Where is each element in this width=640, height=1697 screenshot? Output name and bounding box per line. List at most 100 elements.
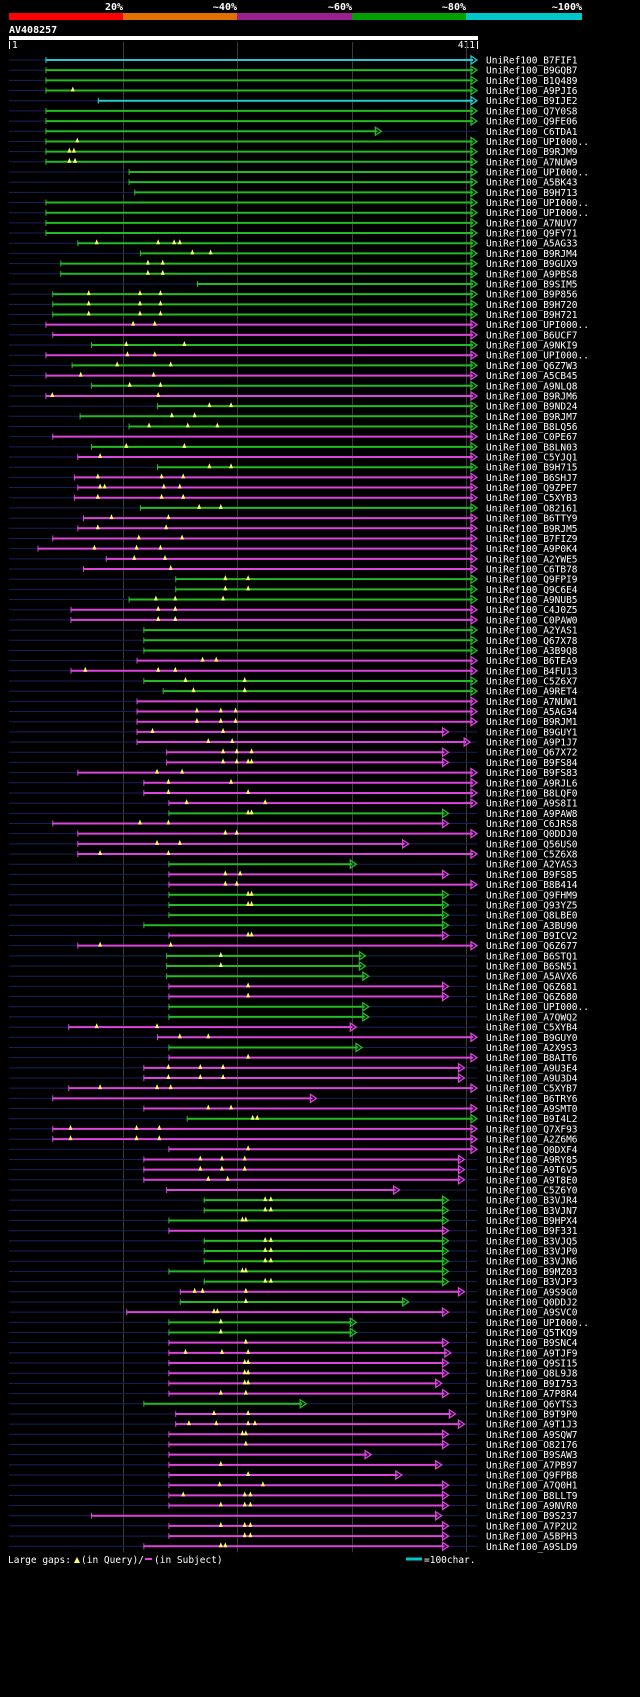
hit-row[interactable]: UniRef100_B3VJN6 — [9, 1256, 578, 1268]
hit-row[interactable]: UniRef100_B1Q489 — [9, 75, 578, 87]
hit-row[interactable]: UniRef100_B9RJM1 — [9, 716, 578, 728]
hit-label[interactable]: UniRef100_A9T1J3 — [486, 1420, 578, 1431]
hit-label[interactable]: UniRef100_Q6Z680 — [486, 992, 578, 1003]
hit-label[interactable]: UniRef100_A9U3D4 — [486, 1074, 578, 1085]
hit-row[interactable]: UniRef100_A9SLD9 — [9, 1541, 578, 1553]
hit-row[interactable]: UniRef100_A9S8I1 — [9, 797, 578, 810]
hit-row[interactable]: UniRef100_UPI000.. — [9, 1317, 589, 1329]
hit-row[interactable]: UniRef100_A2YWE5 — [9, 553, 578, 565]
hit-label[interactable]: UniRef100_UPI000.. — [486, 208, 589, 219]
hit-label[interactable]: UniRef100_A9T6V5 — [486, 1165, 578, 1176]
hit-label[interactable]: UniRef100_A3B9Q8 — [486, 646, 578, 657]
hit-label[interactable]: UniRef100_C5Z6Y0 — [486, 1185, 578, 1196]
hit-label[interactable]: UniRef100_A9SVC0 — [486, 1308, 578, 1319]
hit-row[interactable]: UniRef100_C6TB78 — [9, 563, 578, 576]
hit-row[interactable]: UniRef100_Q9FHM9 — [9, 889, 578, 901]
hit-row[interactable]: UniRef100_A2YAS3 — [9, 859, 578, 871]
hit-row[interactable]: UniRef100_B6TEA9 — [9, 655, 578, 667]
hit-label[interactable]: UniRef100_A5AG33 — [486, 239, 578, 250]
hit-label[interactable]: UniRef100_A7P8R4 — [486, 1389, 578, 1400]
hit-row[interactable]: UniRef100_B3VJQ5 — [9, 1235, 578, 1247]
hit-label[interactable]: UniRef100_B3VJP0 — [486, 1247, 578, 1258]
hit-label[interactable]: UniRef100_A2YAS3 — [486, 860, 578, 871]
hit-label[interactable]: UniRef100_B6TTY9 — [486, 514, 578, 525]
hit-label[interactable]: UniRef100_A2YWE5 — [486, 554, 578, 565]
hit-row[interactable]: UniRef100_Q6Z681 — [9, 981, 578, 993]
hit-label[interactable]: UniRef100_Q93YZ5 — [486, 900, 578, 911]
hit-label[interactable]: UniRef100_A9S8I1 — [486, 799, 578, 810]
hit-label[interactable]: UniRef100_Q9ZPE7 — [486, 483, 578, 494]
hit-label[interactable]: UniRef100_A9U3E4 — [486, 1063, 578, 1074]
hit-label[interactable]: UniRef100_A9PBS8 — [486, 269, 578, 280]
hit-label[interactable]: UniRef100_Q5TKQ9 — [486, 1328, 578, 1339]
hit-label[interactable]: UniRef100_C4J0Z5 — [486, 605, 578, 616]
hit-row[interactable]: UniRef100_B9GUY0 — [9, 1032, 578, 1044]
hit-row[interactable]: UniRef100_B9GUX9 — [9, 258, 578, 270]
hit-row[interactable]: UniRef100_C4J0Z5 — [9, 604, 578, 616]
hit-row[interactable]: UniRef100_A9SVC0 — [9, 1306, 578, 1319]
hit-row[interactable]: UniRef100_B4FU13 — [9, 665, 578, 677]
hit-label[interactable]: UniRef100_Q8L9J8 — [486, 1369, 578, 1380]
hit-label[interactable]: UniRef100_Q9FPI9 — [486, 575, 578, 586]
hit-row[interactable]: UniRef100_Q9FPB8 — [9, 1469, 578, 1482]
hit-row[interactable]: UniRef100_B6STQ1 — [9, 950, 578, 962]
hit-row[interactable]: UniRef100_Q93YZ5 — [9, 899, 578, 911]
hit-row[interactable]: UniRef100_Q67X72 — [9, 747, 578, 759]
hit-label[interactable]: UniRef100_B1Q489 — [486, 76, 578, 87]
hit-row[interactable]: UniRef100_B9IJE2 — [9, 95, 578, 107]
hit-row[interactable]: UniRef100_B6TTY9 — [9, 512, 578, 525]
hit-row[interactable]: UniRef100_B8LQ56 — [9, 421, 578, 433]
hit-row[interactable]: UniRef100_Q7Y0S8 — [9, 105, 578, 117]
hit-label[interactable]: UniRef100_O82176 — [486, 1440, 578, 1451]
hit-row[interactable]: UniRef100_B9FS84 — [9, 757, 578, 769]
hit-row[interactable]: UniRef100_A9T6V5 — [9, 1164, 578, 1176]
hit-row[interactable]: UniRef100_B9MZ03 — [9, 1266, 578, 1278]
hit-label[interactable]: UniRef100_A9SQW7 — [486, 1430, 578, 1441]
hit-row[interactable]: UniRef100_A9RET4 — [9, 685, 578, 698]
hit-label[interactable]: UniRef100_B9SIM5 — [486, 279, 578, 290]
hit-label[interactable]: UniRef100_B9RJM7 — [486, 412, 578, 423]
hit-label[interactable]: UniRef100_A9NKI9 — [486, 341, 578, 352]
hit-label[interactable]: UniRef100_B9HPX4 — [486, 1216, 578, 1227]
hit-row[interactable]: UniRef100_A3B9Q8 — [9, 645, 578, 657]
hit-row[interactable]: UniRef100_C5Z6Y0 — [9, 1184, 578, 1196]
hit-row[interactable]: UniRef100_C5XYB4 — [9, 1021, 578, 1034]
hit-label[interactable]: UniRef100_A9PJI6 — [486, 86, 578, 97]
hit-label[interactable]: UniRef100_A5BPH3 — [486, 1532, 578, 1543]
hit-row[interactable]: UniRef100_UPI000.. — [9, 319, 589, 331]
hit-label[interactable]: UniRef100_A5CB45 — [486, 371, 578, 382]
hit-label[interactable]: UniRef100_C5XYB3 — [486, 493, 578, 504]
hit-row[interactable]: UniRef100_A5AG33 — [9, 238, 578, 250]
hit-label[interactable]: UniRef100_C5Z6X8 — [486, 850, 578, 861]
hit-label[interactable]: UniRef100_A5AVX6 — [486, 972, 578, 983]
hit-row[interactable]: UniRef100_A9P1J7 — [9, 736, 578, 749]
hit-row[interactable]: UniRef100_A7PB97 — [9, 1459, 578, 1471]
hit-label[interactable]: UniRef100_Q6Z681 — [486, 982, 578, 993]
hit-label[interactable]: UniRef100_B9H713 — [486, 188, 578, 199]
hit-label[interactable]: UniRef100_Q0DDJ2 — [486, 1297, 578, 1308]
hit-row[interactable]: UniRef100_Q6YTS3 — [9, 1398, 578, 1410]
hit-row[interactable]: UniRef100_B9HPX4 — [9, 1215, 578, 1227]
hit-row[interactable]: UniRef100_Q56US0 — [9, 838, 578, 850]
hit-row[interactable]: UniRef100_B9GUY1 — [9, 726, 578, 738]
hit-label[interactable]: UniRef100_C6JRS8 — [486, 819, 578, 830]
hit-label[interactable]: UniRef100_B9SNC4 — [486, 1338, 578, 1349]
hit-label[interactable]: UniRef100_C0PE67 — [486, 432, 578, 443]
hit-row[interactable]: UniRef100_A2X9S3 — [9, 1042, 578, 1054]
hit-label[interactable]: UniRef100_A9S9G0 — [486, 1287, 578, 1298]
hit-label[interactable]: UniRef100_A2X9S3 — [486, 1043, 578, 1054]
hit-label[interactable]: UniRef100_B3VJN6 — [486, 1257, 578, 1268]
hit-label[interactable]: UniRef100_C5Z6X7 — [486, 676, 578, 687]
hit-row[interactable]: UniRef100_C5XYB3 — [9, 492, 578, 504]
hit-label[interactable]: UniRef100_B9F331 — [486, 1226, 578, 1237]
hit-label[interactable]: UniRef100_Q6Z677 — [486, 941, 578, 952]
hit-row[interactable]: UniRef100_Q9FY71 — [9, 227, 578, 240]
hit-label[interactable]: UniRef100_UPI000.. — [486, 137, 589, 148]
hit-label[interactable]: UniRef100_C6TB78 — [486, 565, 578, 576]
hit-row[interactable]: UniRef100_A9RY85 — [9, 1154, 578, 1166]
hit-row[interactable]: UniRef100_A9S9G0 — [9, 1286, 578, 1298]
hit-label[interactable]: UniRef100_A3BU90 — [486, 921, 578, 932]
hit-label[interactable]: UniRef100_B8LLT9 — [486, 1491, 578, 1502]
hit-row[interactable]: UniRef100_B6SN51 — [9, 960, 578, 973]
hit-label[interactable]: UniRef100_B3VJN7 — [486, 1206, 578, 1217]
